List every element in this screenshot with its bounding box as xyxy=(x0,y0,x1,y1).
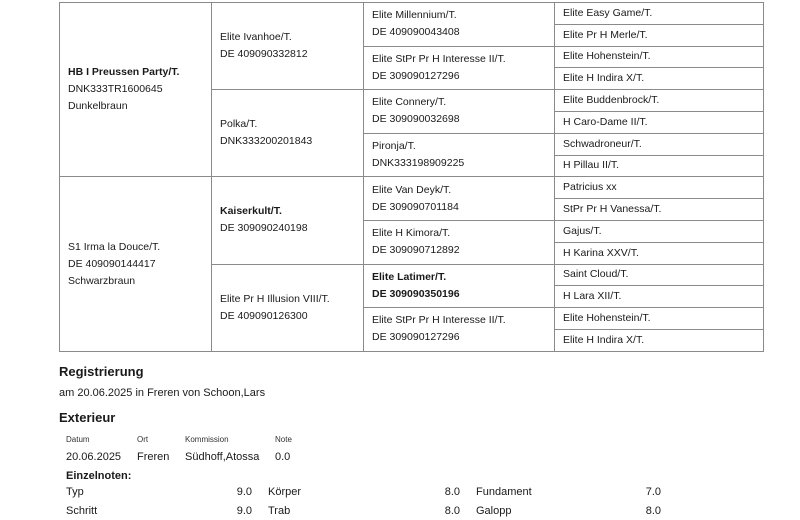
score-value: 8.0 xyxy=(444,505,460,517)
pedigree-cell: Polka/T. DNK333200201843 xyxy=(211,89,364,178)
pedigree-ancestor: Elite H Indira X/T. xyxy=(554,67,764,91)
pedigree-name: Polka/T. xyxy=(220,118,258,131)
pedigree-cell: Pironja/T. DNK333198909225 xyxy=(363,132,555,178)
pedigree-color: Schwarzbraun xyxy=(68,274,136,287)
pedigree-name: Elite Van Deyk/T. xyxy=(372,183,452,196)
header-datum: Datum xyxy=(66,435,90,444)
pedigree-cell: HB I Preussen Party/T. DNK333TR1600645 Dun… xyxy=(59,1,212,178)
pedigree-ancestor: Saint Cloud/T. xyxy=(554,263,764,287)
score-label: Typ xyxy=(66,486,84,498)
header-ort: Ort xyxy=(137,435,149,444)
pedigree-id: DE 409090144417 xyxy=(68,257,156,270)
pedigree-id: DE 309090127296 xyxy=(372,69,460,82)
score-value: 8.0 xyxy=(645,505,661,517)
pedigree-ancestor: Gajus/T. xyxy=(554,219,764,243)
score-label: Galopp xyxy=(476,505,512,517)
pedigree-cell: Elite Ivanhoe/T. DE 409090332812 xyxy=(211,1,364,91)
pedigree-name: Elite Ivanhoe/T. xyxy=(220,31,292,44)
pedigree-row: Elite H Indira X/T. xyxy=(60,328,764,352)
value-datum: 20.06.2025 xyxy=(66,451,122,463)
pedigree-id: DE 309090350196 xyxy=(372,287,460,300)
pedigree-cell: S1 Irma la Douce/T. DE 409090144417 Schwar… xyxy=(59,176,212,352)
pedigree-name: Kaiserkult/T. xyxy=(220,205,282,218)
pedigree-id: DNK333198909225 xyxy=(372,157,465,170)
pedigree-row: Pironja/T. DNK333198909225 Schwadroneur/T. xyxy=(60,132,764,178)
pedigree-row: H Lara XII/T. xyxy=(60,285,764,309)
pedigree-id: DE 309090701184 xyxy=(372,200,459,213)
header-note: Note xyxy=(275,435,292,444)
pedigree-row: H Caro-Dame II/T. xyxy=(60,110,764,134)
value-kommission: Südhoff,Atossa xyxy=(185,451,260,463)
pedigree-cell: Kaiserkult/T. DE 309090240198 xyxy=(211,176,364,265)
header-kommission: Kommission xyxy=(185,435,229,444)
pedigree-row: S1 Irma la Douce/T. DE 409090144417 Schwar… xyxy=(59,176,764,352)
pedigree-ancestor: H Caro-Dame II/T. xyxy=(554,110,764,134)
pedigree-cell: Elite Millennium/T. DE 409090043408 xyxy=(363,2,555,47)
registrierung-text: am 20.06.2025 in Freren von Schoon,Lars xyxy=(59,387,266,399)
pedigree-name: Elite Latimer/T. xyxy=(372,270,447,283)
pedigree-id: DE 309090032698 xyxy=(372,113,460,126)
pedigree-ancestor: H Lara XII/T. xyxy=(554,285,764,309)
pedigree-cell: Elite Van Deyk/T. DE 309090701184 xyxy=(363,176,555,221)
pedigree-row: Elite Pr H Illusion VIII/T. DE 4090901263… xyxy=(60,263,764,352)
exterieur-heading: Exterieur xyxy=(59,410,116,425)
score-value: 9.0 xyxy=(236,486,252,498)
score-label: Schritt xyxy=(66,505,98,517)
value-ort: Freren xyxy=(137,451,170,463)
pedigree-id: DE 409090043408 xyxy=(372,26,460,39)
value-note: 0.0 xyxy=(275,451,291,463)
pedigree-cell: Elite StPr Pr H Interesse II/T. DE 309090… xyxy=(363,307,555,352)
score-value: 8.0 xyxy=(444,486,460,498)
pedigree-name: Elite Pr H Illusion VIII/T. xyxy=(220,292,330,305)
pedigree-id: DE 409090332812 xyxy=(220,48,308,61)
pedigree-ancestor: Elite Pr H Merle/T. xyxy=(554,23,764,47)
pedigree-cell: Elite H Kimora/T. DE 309090712892 xyxy=(363,219,555,265)
pedigree-row: Elite StPr Pr H Interesse II/T. DE 309090… xyxy=(60,307,764,352)
pedigree-name: Elite StPr Pr H Interesse II/T. xyxy=(372,314,506,327)
pedigree-cell: Elite Latimer/T. DE 309090350196 xyxy=(363,263,555,309)
pedigree-ancestor: Elite Buddenbrock/T. xyxy=(554,89,764,112)
pedigree-ancestor: Elite H Indira X/T. xyxy=(554,328,764,352)
pedigree-name: S1 Irma la Douce/T. xyxy=(68,240,161,253)
pedigree-row: Elite H Indira X/T. xyxy=(60,67,764,91)
score-label: Trab xyxy=(268,505,291,517)
pedigree-ancestor: Elite Hohenstein/T. xyxy=(554,45,764,69)
pedigree-name: Elite H Kimora/T. xyxy=(372,227,451,240)
pedigree-id: DE 309090712892 xyxy=(372,244,460,257)
pedigree-cell: Elite StPr Pr H Interesse II/T. DE 309090… xyxy=(363,45,555,91)
pedigree-name: Elite Millennium/T. xyxy=(372,9,457,22)
pedigree-ancestor: Elite Easy Game/T. xyxy=(554,2,764,25)
pedigree-id: DNK333200201843 xyxy=(220,135,313,148)
pedigree-name: Elite StPr Pr H Interesse II/T. xyxy=(372,52,506,65)
pedigree-table: HB I Preussen Party/T. DNK333TR1600645 Dun… xyxy=(59,1,764,352)
pedigree-ancestor: Schwadroneur/T. xyxy=(554,132,764,156)
pedigree-row: Polka/T. DNK333200201843 Elite Connery/T. D… xyxy=(60,89,764,178)
pedigree-name: Elite Connery/T. xyxy=(372,96,447,109)
pedigree-ancestor: Elite Hohenstein/T. xyxy=(554,307,764,330)
score-value: 7.0 xyxy=(645,486,661,498)
score-label: Fundament xyxy=(476,486,532,498)
score-label: Körper xyxy=(268,486,302,498)
pedigree-id: DE 409090126300 xyxy=(220,309,308,322)
einzelnoten-heading: Einzelnoten: xyxy=(66,470,132,482)
pedigree-cell: Elite Pr H Illusion VIII/T. DE 4090901263… xyxy=(211,263,364,352)
pedigree-ancestor: H Karina XXV/T. xyxy=(554,241,764,265)
pedigree-color: Dunkelbraun xyxy=(68,100,128,113)
pedigree-row: Elite H Kimora/T. DE 309090712892 Gajus/T. xyxy=(60,219,764,265)
pedigree-id: DNK333TR1600645 xyxy=(68,83,163,96)
registrierung-heading: Registrierung xyxy=(59,364,144,379)
pedigree-name: HB I Preussen Party/T. xyxy=(68,66,180,79)
pedigree-row: HB I Preussen Party/T. DNK333TR1600645 Dun… xyxy=(59,1,764,178)
pedigree-ancestor: H Pillau II/T. xyxy=(554,154,764,178)
pedigree-cell: Elite Connery/T. DE 309090032698 xyxy=(363,89,555,134)
pedigree-ancestor: StPr Pr H Vanessa/T. xyxy=(554,198,764,221)
pedigree-id: DE 309090240198 xyxy=(220,222,308,235)
pedigree-ancestor: Patricius xx xyxy=(554,176,764,200)
pedigree-name: Pironja/T. xyxy=(372,140,416,153)
score-value: 9.0 xyxy=(236,505,252,517)
pedigree-id: DE 309090127296 xyxy=(372,331,460,344)
